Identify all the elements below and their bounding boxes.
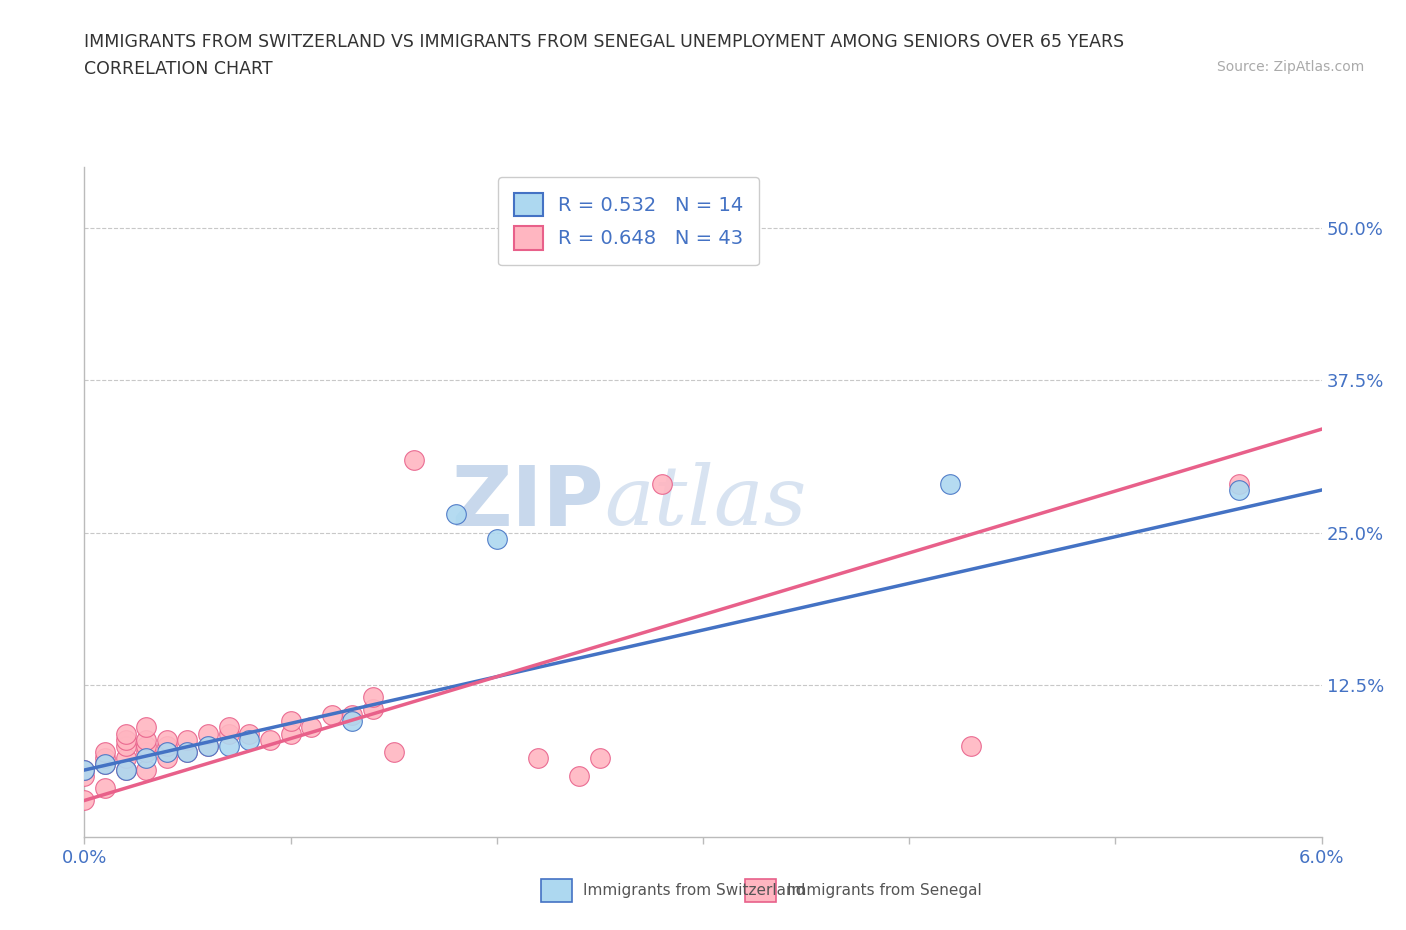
Point: [197, 738, 219, 753]
Point: [135, 744, 157, 759]
Point: [73, 763, 96, 777]
Point: [361, 702, 384, 717]
Point: [94, 756, 117, 771]
Point: [342, 708, 364, 723]
Point: [321, 708, 343, 723]
Point: [589, 751, 612, 765]
Point: [1227, 476, 1250, 491]
Point: [94, 744, 117, 759]
Point: [218, 720, 240, 735]
Point: [156, 751, 179, 765]
Point: [135, 738, 157, 753]
Legend: R = 0.532   N = 14, R = 0.648   N = 43: R = 0.532 N = 14, R = 0.648 N = 43: [498, 177, 759, 265]
Point: [238, 726, 260, 741]
Point: [114, 751, 136, 765]
Text: atlas: atlas: [605, 462, 807, 542]
Point: [197, 738, 219, 753]
Point: [135, 732, 157, 747]
Point: [485, 531, 508, 546]
Point: [94, 751, 117, 765]
Point: [94, 781, 117, 796]
Point: [527, 751, 550, 765]
Point: [444, 507, 467, 522]
Point: [114, 763, 136, 777]
Point: [135, 720, 157, 735]
Point: [114, 763, 136, 777]
Point: [135, 763, 157, 777]
Point: [218, 738, 240, 753]
Point: [156, 738, 179, 753]
Point: [135, 751, 157, 765]
Point: [94, 756, 117, 771]
Point: [382, 744, 405, 759]
Point: [568, 769, 591, 784]
Text: Immigrants from Switzerland: Immigrants from Switzerland: [583, 883, 806, 897]
Point: [404, 452, 426, 467]
Point: [361, 689, 384, 704]
Point: [280, 726, 302, 741]
Point: [651, 476, 673, 491]
Point: [960, 738, 983, 753]
Text: CORRELATION CHART: CORRELATION CHART: [84, 60, 273, 78]
Text: Immigrants from Senegal: Immigrants from Senegal: [787, 883, 983, 897]
Point: [176, 732, 198, 747]
Text: ZIP: ZIP: [451, 461, 605, 543]
Point: [73, 763, 96, 777]
Point: [176, 744, 198, 759]
Point: [1227, 483, 1250, 498]
Point: [156, 732, 179, 747]
Point: [114, 738, 136, 753]
Point: [218, 726, 240, 741]
Point: [342, 714, 364, 729]
Point: [176, 744, 198, 759]
Point: [73, 769, 96, 784]
Text: IMMIGRANTS FROM SWITZERLAND VS IMMIGRANTS FROM SENEGAL UNEMPLOYMENT AMONG SENIOR: IMMIGRANTS FROM SWITZERLAND VS IMMIGRANT…: [84, 33, 1125, 50]
Point: [114, 732, 136, 747]
Point: [299, 720, 322, 735]
Point: [238, 732, 260, 747]
Point: [939, 476, 962, 491]
Point: [73, 793, 96, 808]
Point: [280, 714, 302, 729]
Text: Source: ZipAtlas.com: Source: ZipAtlas.com: [1216, 60, 1364, 74]
Point: [259, 732, 281, 747]
Point: [114, 726, 136, 741]
Point: [197, 726, 219, 741]
Point: [156, 744, 179, 759]
